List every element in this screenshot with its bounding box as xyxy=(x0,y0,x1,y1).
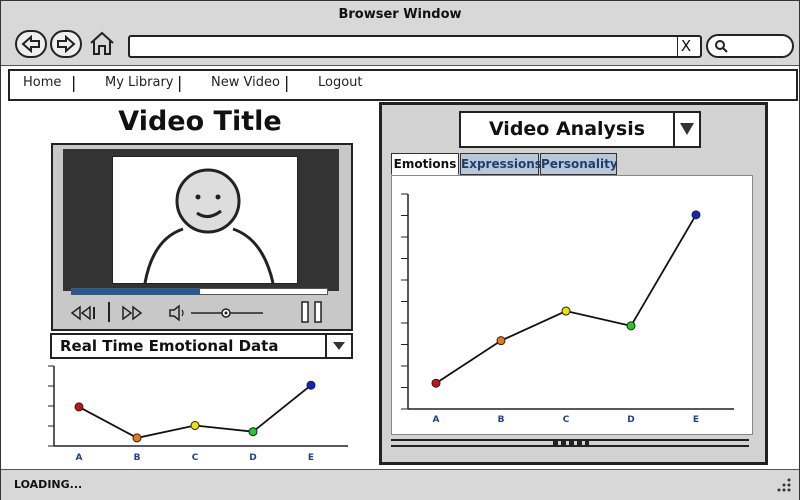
scrollbar-track xyxy=(391,439,749,447)
data-point xyxy=(431,378,441,388)
x-tick-label: E xyxy=(308,453,314,463)
x-tick-label: A xyxy=(433,415,440,425)
tab-emotions[interactable]: Emotions xyxy=(391,153,459,175)
data-point xyxy=(248,427,258,437)
x-tick-label: D xyxy=(627,415,634,425)
x-tick-label: C xyxy=(563,415,570,425)
home-icon xyxy=(90,31,114,55)
menu-separator: | xyxy=(284,73,290,92)
volume-slider[interactable] xyxy=(191,305,265,321)
video-progress-bar[interactable] xyxy=(71,288,328,295)
horizontal-scrollbar[interactable] xyxy=(391,434,749,447)
search-icon xyxy=(715,40,728,53)
back-arrow-icon xyxy=(21,34,40,54)
video-frame xyxy=(112,156,298,284)
menu-my-library[interactable]: My Library xyxy=(105,75,174,90)
menu-separator: | xyxy=(71,73,77,92)
data-point xyxy=(132,433,142,443)
fast-forward-button[interactable] xyxy=(121,304,149,322)
menu-home[interactable]: Home xyxy=(23,75,62,90)
menu-new-video[interactable]: New Video xyxy=(211,75,280,90)
analysis-chart-area xyxy=(391,175,753,435)
speaker-icon xyxy=(169,304,184,322)
forward-button[interactable] xyxy=(50,30,82,58)
smiley-person-image xyxy=(143,168,275,284)
status-bar xyxy=(1,469,799,500)
resize-grip-icon[interactable] xyxy=(776,477,792,493)
data-point xyxy=(74,402,84,412)
volume-button[interactable] xyxy=(168,304,188,322)
series-line xyxy=(435,214,697,384)
address-bar[interactable]: X xyxy=(128,35,702,58)
menu-logout[interactable]: Logout xyxy=(318,75,363,90)
rewind-icon xyxy=(70,305,95,321)
x-tick-label: E xyxy=(693,415,699,425)
data-point xyxy=(691,210,701,220)
dropdown-arrow-button[interactable] xyxy=(325,335,351,357)
menu-bar xyxy=(8,69,798,101)
clear-address-button[interactable]: X xyxy=(677,37,694,56)
x-tick-label: A xyxy=(76,453,83,463)
video-title: Video Title xyxy=(118,106,282,137)
emotional-data-dropdown[interactable]: Real Time Emotional Data xyxy=(50,333,353,359)
video-progress-fill xyxy=(72,289,200,294)
control-divider xyxy=(108,302,114,322)
back-button[interactable] xyxy=(15,30,47,58)
data-point xyxy=(190,421,200,430)
emotions-chart: A B C D E xyxy=(401,193,734,425)
data-point xyxy=(626,321,636,331)
video-analysis-dropdown-label: Video Analysis xyxy=(488,118,646,140)
rewind-button[interactable] xyxy=(70,304,106,322)
search-field[interactable] xyxy=(706,34,794,58)
pause-icon xyxy=(301,301,322,323)
forward-arrow-icon xyxy=(57,34,76,54)
volume-slider-track xyxy=(191,308,263,318)
video-analysis-dropdown[interactable]: Video Analysis xyxy=(459,111,701,148)
data-point xyxy=(496,336,506,346)
emotional-data-chart: A B C D E xyxy=(48,365,348,463)
data-point xyxy=(306,380,316,390)
chevron-down-icon xyxy=(680,123,694,135)
home-button[interactable] xyxy=(88,30,116,56)
x-tick-label: C xyxy=(192,453,199,463)
emotional-data-dropdown-label: Real Time Emotional Data xyxy=(60,337,279,355)
fast-forward-icon xyxy=(122,305,143,321)
window-title: Browser Window xyxy=(338,7,462,22)
data-point xyxy=(561,306,571,316)
x-tick-label: D xyxy=(249,453,256,463)
tab-personality[interactable]: Personality xyxy=(540,153,618,175)
pause-button[interactable] xyxy=(300,301,324,323)
x-tick-label: B xyxy=(134,453,141,463)
x-tick-label: B xyxy=(498,415,505,425)
tab-expressions[interactable]: Expressions xyxy=(460,153,542,175)
chevron-down-icon xyxy=(333,342,345,350)
status-loading-text: LOADING... xyxy=(14,478,83,491)
analysis-dropdown-arrow-button[interactable] xyxy=(673,113,699,146)
menu-separator: | xyxy=(177,73,183,92)
